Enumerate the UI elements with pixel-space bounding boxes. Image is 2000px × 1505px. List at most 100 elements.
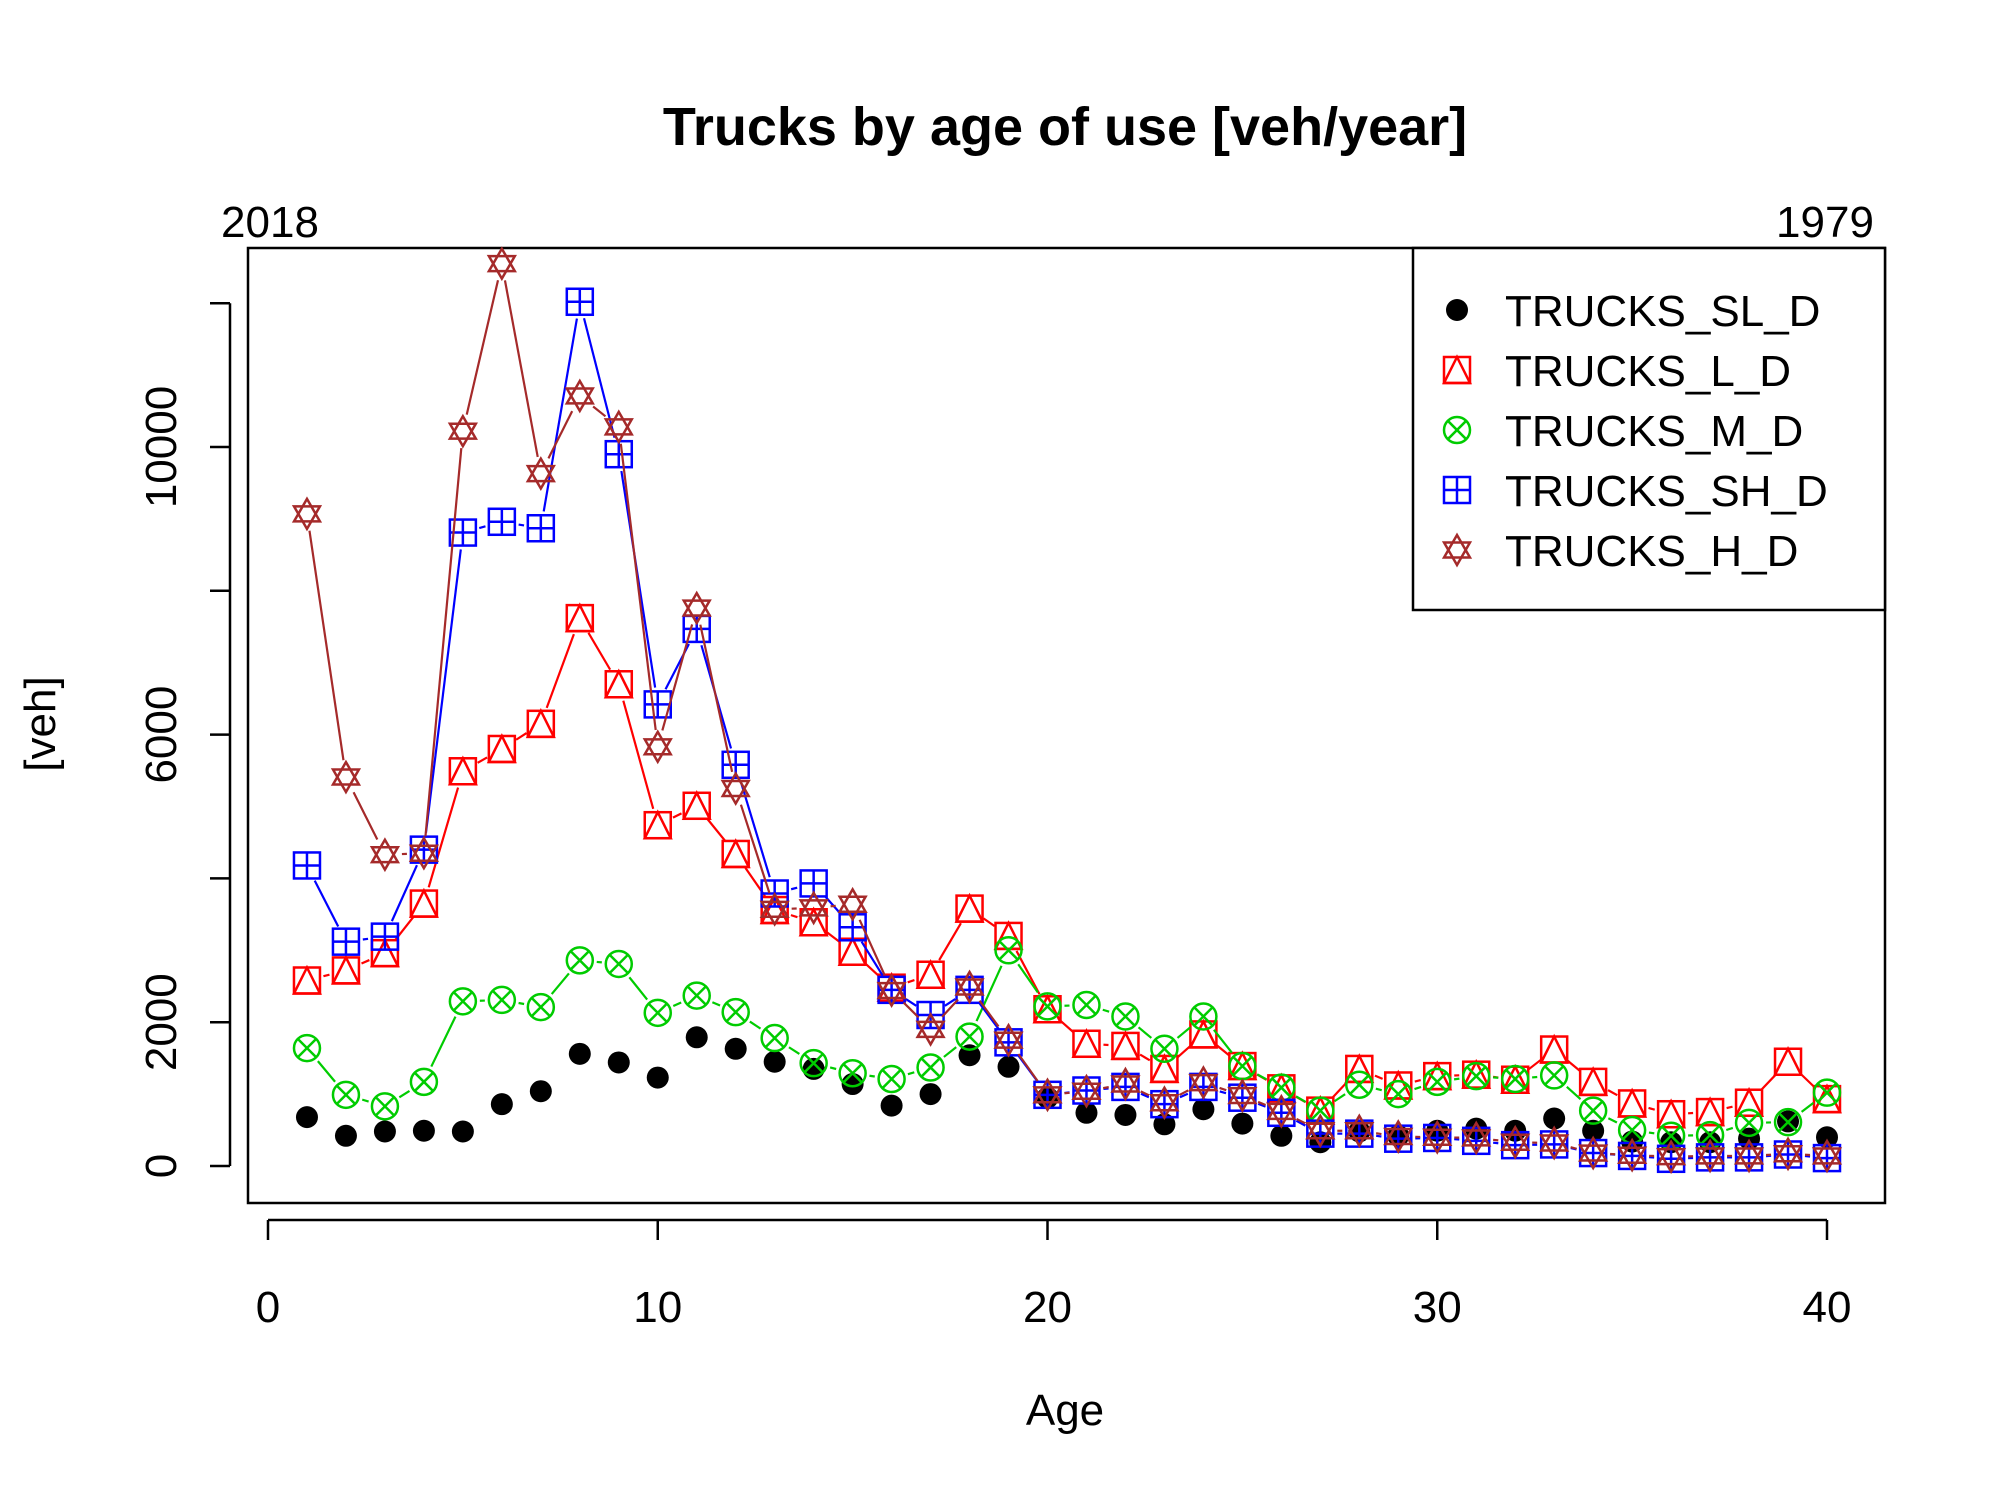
data-point	[294, 967, 320, 993]
y-tick-label: 6000	[137, 686, 186, 784]
series-line-segment	[478, 757, 487, 762]
data-point	[606, 671, 632, 697]
series-trucks-l-d	[294, 605, 1840, 1127]
data-point	[333, 929, 359, 955]
series-line-segment	[980, 1003, 999, 1028]
data-point	[372, 924, 398, 950]
data-point	[764, 1051, 786, 1073]
series-line-segment	[700, 625, 732, 772]
data-point	[333, 1082, 359, 1108]
data-point	[1463, 1063, 1489, 1089]
legend-label: TRUCKS_SH_D	[1505, 467, 1828, 516]
x-tick-label: 0	[256, 1283, 280, 1332]
data-point	[528, 711, 554, 737]
data-point	[567, 381, 593, 411]
data-point	[996, 937, 1022, 963]
data-point	[374, 1120, 396, 1142]
series-line-segment	[1018, 964, 1038, 992]
data-point	[413, 1120, 435, 1142]
data-point	[1814, 1086, 1840, 1112]
data-point	[684, 983, 710, 1009]
series-line-segment	[1376, 1136, 1381, 1137]
series-line-segment	[363, 939, 368, 940]
data-point	[333, 762, 359, 792]
series-line-segment	[741, 805, 770, 893]
data-point	[1736, 1090, 1762, 1116]
data-point	[1114, 1104, 1136, 1126]
data-point	[645, 812, 671, 838]
data-point	[450, 758, 476, 784]
data-point	[1424, 1063, 1450, 1089]
series-line-segment	[1529, 1060, 1541, 1069]
data-point	[528, 459, 554, 489]
top-right-label: 1979	[1776, 198, 1874, 247]
data-point	[723, 841, 749, 867]
data-point	[1073, 1031, 1099, 1057]
data-point	[530, 1080, 552, 1102]
series-line-segment	[707, 819, 725, 841]
data-point	[686, 1026, 708, 1048]
series-line-segment	[361, 960, 369, 963]
x-tick-label: 40	[1803, 1283, 1852, 1332]
data-point	[1192, 1098, 1214, 1120]
chart-title: Trucks by age of use [veh/year]	[663, 97, 1467, 157]
series-line-segment	[505, 280, 538, 457]
series-line-segment	[1257, 1074, 1266, 1079]
series-line-segment	[860, 920, 885, 975]
y-axis-label: [veh]	[16, 676, 65, 771]
data-point	[996, 923, 1022, 949]
data-point	[881, 1095, 903, 1117]
series-line-segment	[662, 624, 692, 730]
data-point	[684, 793, 710, 819]
data-point	[450, 416, 476, 446]
legend-label: TRUCKS_H_D	[1505, 527, 1798, 576]
legend-label: TRUCKS_SL_D	[1505, 287, 1820, 336]
series-line-segment	[315, 881, 338, 927]
series-line-segment	[1376, 1133, 1381, 1134]
series-line-segment	[939, 923, 961, 960]
series-line-segment	[791, 888, 797, 890]
data-point	[918, 1054, 944, 1080]
series-line-segment	[1178, 1027, 1191, 1038]
data-point	[1346, 1072, 1372, 1098]
series-line-segment	[789, 1047, 799, 1054]
data-point	[372, 1093, 398, 1119]
x-tick-label: 10	[633, 1283, 682, 1332]
series-line-segment	[980, 1001, 999, 1027]
series-line-segment	[906, 999, 916, 1006]
series-line-segment	[516, 733, 526, 740]
series-line-segment	[830, 1067, 836, 1069]
data-point	[567, 947, 593, 973]
series-line-segment	[712, 1002, 720, 1005]
series-line-segment	[362, 1100, 368, 1102]
series-line-segment	[309, 531, 343, 761]
series-line-segment	[1140, 1055, 1150, 1061]
data-point	[452, 1120, 474, 1142]
series-line-segment	[593, 407, 605, 417]
series-line-segment	[1414, 1087, 1421, 1089]
top-left-label: 2018	[221, 198, 319, 247]
legend-label: TRUCKS_M_D	[1505, 407, 1803, 456]
series-line-segment	[1727, 1107, 1733, 1108]
data-point	[489, 249, 515, 279]
data-point	[606, 441, 632, 467]
data-point	[879, 1066, 905, 1092]
data-point	[647, 1067, 669, 1089]
x-axis-label: Age	[1026, 1386, 1104, 1435]
series-line-segment	[791, 915, 798, 917]
series-line-segment	[426, 549, 461, 832]
data-point	[606, 951, 632, 977]
data-point	[528, 994, 554, 1020]
data-point	[918, 962, 944, 988]
data-point	[491, 1093, 513, 1115]
series-line-segment	[1103, 1087, 1109, 1088]
data-point	[957, 896, 983, 922]
series-line-segment	[1060, 1021, 1074, 1033]
data-point	[333, 957, 359, 983]
series-line-segment	[1608, 1118, 1617, 1122]
series-line-segment	[399, 1091, 409, 1097]
y-tick-label: 10000	[137, 386, 186, 508]
data-point	[723, 999, 749, 1025]
data-point	[1112, 1003, 1138, 1029]
